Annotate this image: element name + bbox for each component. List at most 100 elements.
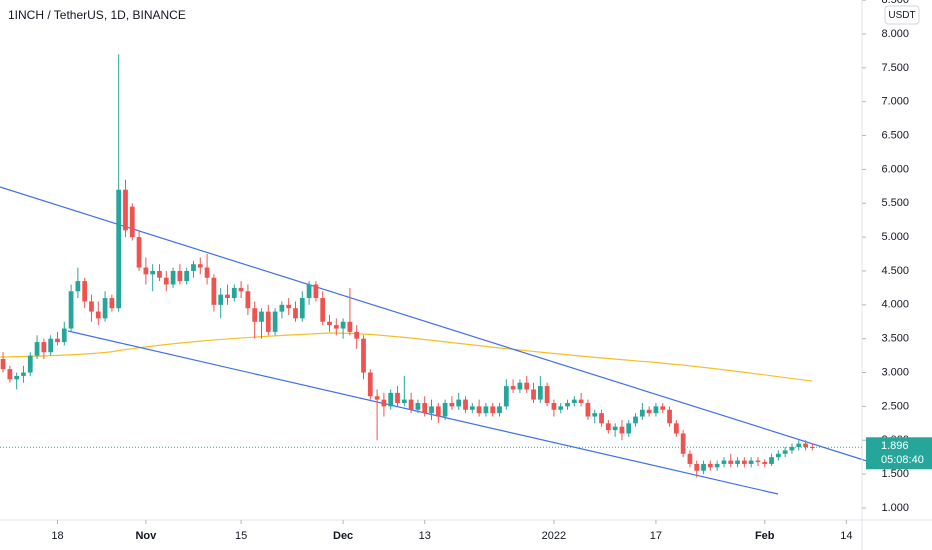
candle-body xyxy=(633,416,638,424)
last-price-label: 1.896 xyxy=(881,440,909,452)
y-tick-label: 3.000 xyxy=(881,366,909,378)
candle-body xyxy=(238,287,244,292)
y-tick-label: 2.500 xyxy=(881,400,909,412)
candle-body xyxy=(667,409,672,424)
y-tick-label: 1.000 xyxy=(881,502,909,514)
candle-body xyxy=(449,403,455,407)
x-tick-label: 14 xyxy=(840,530,852,542)
candle-body xyxy=(701,463,706,471)
candle-body xyxy=(252,308,258,322)
candle-body xyxy=(347,321,353,332)
y-tick-label: 1.500 xyxy=(881,468,909,480)
candle-body xyxy=(41,342,47,353)
candle-body xyxy=(517,382,523,390)
candle-body xyxy=(204,267,210,278)
candle-body xyxy=(612,426,618,431)
currency-box xyxy=(884,5,920,25)
candle-body xyxy=(150,270,156,275)
candle-body xyxy=(762,461,768,464)
candle-body xyxy=(272,311,278,332)
candle-body xyxy=(748,460,754,464)
candle-body xyxy=(619,426,625,434)
candle-body xyxy=(123,189,128,231)
candle-body xyxy=(109,298,115,309)
candle-body xyxy=(592,413,598,417)
candle-body xyxy=(157,270,162,278)
candle-body xyxy=(95,311,101,319)
candle-body xyxy=(435,406,441,417)
candle-body xyxy=(483,406,489,414)
candle-body xyxy=(510,386,516,390)
x-tick-label: Nov xyxy=(135,530,157,542)
candle-body xyxy=(469,406,475,410)
candle-body xyxy=(388,392,394,407)
countdown-label: 05:08:40 xyxy=(881,454,924,466)
candle-body xyxy=(463,399,468,410)
candle-body xyxy=(55,338,60,343)
candle-body xyxy=(422,403,428,414)
candle-body xyxy=(279,304,285,312)
candle-body xyxy=(320,298,326,322)
candle-body xyxy=(551,403,557,410)
candle-body xyxy=(68,291,74,329)
candle-body xyxy=(177,270,183,282)
candle-body xyxy=(225,294,230,299)
candle-body xyxy=(408,399,414,410)
candle-body xyxy=(197,264,203,268)
x-tick-label: Feb xyxy=(755,530,775,542)
y-tick-label: 5.500 xyxy=(881,197,909,209)
candle-body xyxy=(653,406,659,414)
y-tick-label: 4.000 xyxy=(881,299,909,311)
last-price-box xyxy=(866,437,932,470)
candle-body xyxy=(687,453,693,464)
candle-body xyxy=(211,277,217,305)
candle-body xyxy=(531,389,536,400)
candle-body xyxy=(327,321,332,326)
candle-body xyxy=(775,453,781,458)
x-tick-label: 15 xyxy=(235,530,247,542)
candle-body xyxy=(796,443,802,448)
candle-body xyxy=(14,375,20,380)
candle-body xyxy=(367,372,373,397)
candle-body xyxy=(714,463,720,468)
candle-body xyxy=(136,237,142,268)
candle-body xyxy=(558,406,564,410)
candle-body xyxy=(129,206,135,238)
y-tick-label: 6.000 xyxy=(881,163,909,175)
candle-body xyxy=(61,328,67,343)
candle-body xyxy=(286,304,292,309)
candle-body xyxy=(626,423,632,434)
candle-body xyxy=(476,406,482,414)
candle-body xyxy=(735,460,740,464)
candle-body xyxy=(544,386,550,403)
candle-body xyxy=(599,413,604,424)
candle-body xyxy=(809,447,815,449)
candle-body xyxy=(401,399,407,403)
currency-label: USDT xyxy=(888,10,915,21)
candle-body xyxy=(755,460,761,462)
candle-body xyxy=(82,281,88,302)
y-tick-label: 7.500 xyxy=(881,62,909,74)
y-tick-label: 7.000 xyxy=(881,96,909,108)
candle-body xyxy=(660,406,666,410)
candle-body xyxy=(102,298,108,319)
candle-body xyxy=(578,399,584,403)
candle-body xyxy=(565,403,570,407)
y-tick-label: 5.000 xyxy=(881,231,909,243)
candle-body xyxy=(524,382,530,390)
candle-body xyxy=(218,294,224,305)
candle-body xyxy=(231,287,237,299)
candle-body xyxy=(415,403,421,410)
x-tick-label: Dec xyxy=(333,530,353,542)
chart-title: 1INCH / TetherUS, 1D, BINANCE xyxy=(8,8,186,22)
candle-body xyxy=(639,409,645,417)
x-tick-label: 2022 xyxy=(542,530,566,542)
candle-body xyxy=(340,321,346,329)
candle-body xyxy=(48,338,54,353)
candle-body xyxy=(354,331,360,339)
x-tick-label: 17 xyxy=(650,530,662,542)
